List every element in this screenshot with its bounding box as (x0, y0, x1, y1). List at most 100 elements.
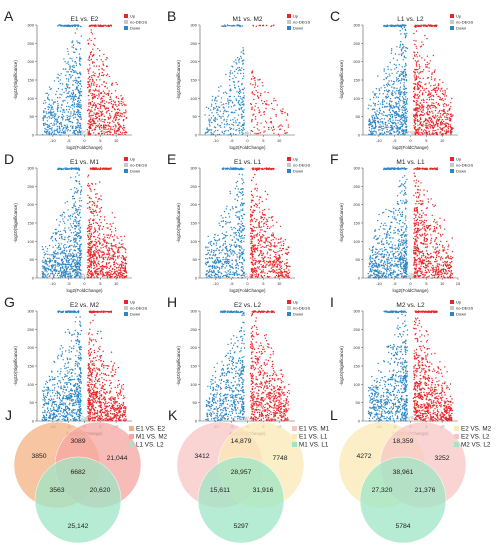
y-axis-label: -log10(Significance) (176, 203, 181, 243)
up-point (436, 134, 439, 136)
down-point (48, 265, 50, 267)
down-point (65, 267, 67, 269)
down-point (63, 212, 65, 214)
up-point (108, 242, 110, 244)
down-point (236, 194, 238, 196)
up-point (90, 232, 92, 234)
up-point (89, 25, 91, 27)
down-point (225, 130, 227, 132)
down-point (210, 129, 213, 131)
up-point (92, 253, 95, 255)
down-point (72, 40, 74, 42)
up-point (103, 266, 105, 268)
down-point (371, 116, 374, 119)
down-point (67, 246, 70, 248)
up-point (90, 211, 93, 213)
up-point (278, 128, 281, 131)
down-point (207, 107, 210, 110)
up-point (116, 267, 118, 269)
down-point (397, 80, 400, 82)
down-point (73, 103, 76, 106)
up-point (107, 253, 109, 255)
down-point (71, 121, 74, 124)
up-point (88, 230, 90, 232)
down-point (374, 134, 376, 136)
up-point (98, 91, 100, 93)
down-point (220, 220, 222, 223)
down-point (67, 78, 70, 80)
down-point (238, 90, 241, 93)
down-point (243, 115, 245, 118)
down-point (70, 225, 73, 227)
up-point (103, 133, 106, 135)
down-point (72, 44, 75, 46)
up-point (91, 275, 93, 277)
down-point (54, 101, 56, 103)
down-point (79, 251, 82, 253)
down-point (386, 124, 389, 126)
up-point (435, 107, 438, 109)
down-point (63, 257, 66, 260)
down-point (46, 130, 48, 132)
legend-label: Up (293, 14, 299, 19)
down-point (208, 129, 211, 131)
down-point (71, 60, 74, 62)
down-point (240, 102, 242, 104)
up-point (280, 124, 282, 126)
down-point (398, 108, 400, 111)
down-point (75, 226, 77, 228)
up-point (96, 276, 99, 279)
down-point (403, 69, 406, 71)
down-point (71, 244, 73, 247)
up-point (441, 87, 443, 89)
down-point (47, 253, 49, 255)
up-point (88, 123, 90, 125)
up-point (443, 123, 445, 125)
up-point (428, 91, 430, 93)
down-point (70, 98, 72, 100)
down-point (401, 129, 403, 132)
up-point (418, 97, 420, 99)
up-point (433, 24, 435, 27)
down-point (64, 119, 67, 121)
panel-letter: C (330, 8, 340, 24)
down-point (398, 102, 400, 104)
up-point (91, 120, 93, 122)
down-point (371, 132, 373, 135)
up-point (259, 94, 262, 97)
down-point (67, 219, 69, 221)
down-point (223, 118, 225, 121)
down-point (59, 93, 61, 95)
down-point (52, 103, 54, 105)
up-point (417, 120, 419, 123)
down-point (75, 24, 77, 27)
down-point (235, 59, 237, 61)
up-point (89, 118, 92, 121)
up-point (249, 83, 252, 85)
down-point (206, 276, 208, 278)
up-point (271, 25, 273, 27)
up-point (107, 257, 109, 259)
down-point (66, 263, 68, 266)
down-point (400, 79, 402, 82)
up-point (92, 48, 94, 50)
down-point (58, 257, 60, 259)
up-point (419, 95, 421, 97)
nodeg-point (409, 134, 411, 136)
legend-swatch-up (450, 14, 454, 18)
down-point (215, 261, 218, 263)
down-point (376, 117, 378, 119)
up-point (106, 242, 108, 244)
up-point (91, 105, 94, 107)
up-point (418, 132, 420, 134)
up-point (432, 132, 434, 134)
down-point (69, 275, 71, 278)
up-point (99, 49, 101, 52)
up-point (112, 128, 114, 131)
up-point (93, 276, 96, 278)
panel-title: E1 vs. M1 (70, 159, 99, 166)
up-point (111, 275, 113, 278)
down-point (44, 115, 47, 117)
down-point (398, 53, 400, 56)
up-point (95, 134, 97, 136)
